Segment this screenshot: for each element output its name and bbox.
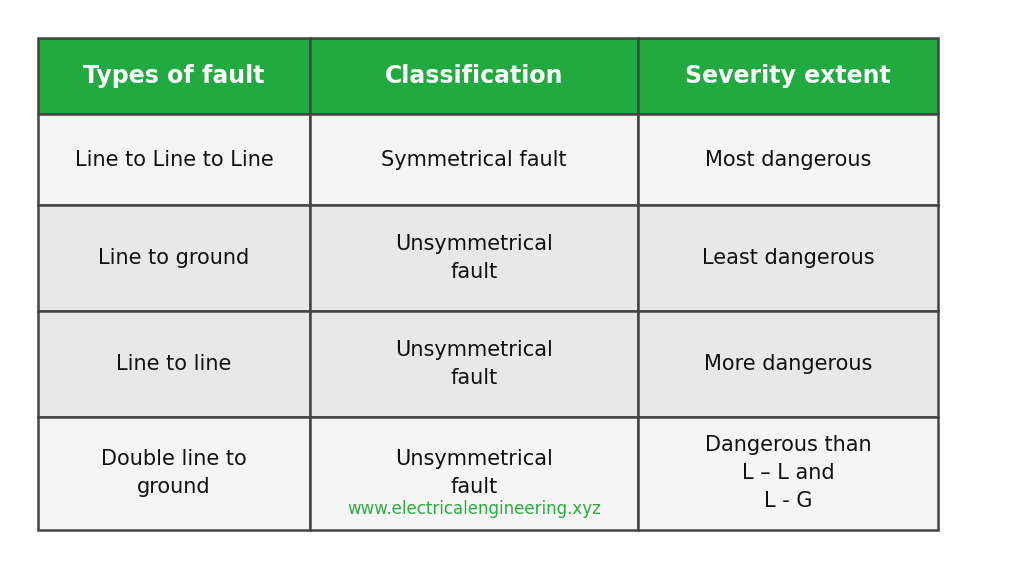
Text: More dangerous: More dangerous — [703, 354, 872, 374]
Text: Unsymmetrical
fault: Unsymmetrical fault — [395, 449, 553, 498]
Text: Least dangerous: Least dangerous — [701, 248, 874, 268]
Bar — [38, 114, 310, 205]
Bar — [38, 417, 310, 530]
Bar — [38, 205, 310, 311]
Bar — [310, 38, 638, 114]
Bar — [638, 38, 938, 114]
Text: Line to ground: Line to ground — [98, 248, 250, 268]
Text: Unsymmetrical
fault: Unsymmetrical fault — [395, 234, 553, 282]
Text: Line to Line to Line: Line to Line to Line — [75, 150, 273, 170]
Text: Most dangerous: Most dangerous — [705, 150, 871, 170]
Text: Dangerous than
L – L and
L - G: Dangerous than L – L and L - G — [705, 436, 871, 511]
Bar — [38, 38, 310, 114]
Text: Severity extent: Severity extent — [685, 64, 891, 88]
Bar — [638, 205, 938, 311]
Text: Double line to
ground: Double line to ground — [101, 449, 247, 498]
Text: Unsymmetrical
fault: Unsymmetrical fault — [395, 340, 553, 388]
Text: Symmetrical fault: Symmetrical fault — [381, 150, 567, 170]
Bar — [310, 205, 638, 311]
Bar — [638, 311, 938, 417]
Text: Classification: Classification — [385, 64, 563, 88]
Bar — [310, 417, 638, 530]
Bar — [38, 311, 310, 417]
Text: Types of fault: Types of fault — [83, 64, 264, 88]
Bar — [638, 114, 938, 205]
Bar — [310, 114, 638, 205]
Bar — [310, 311, 638, 417]
Text: www.electricalengineering.xyz: www.electricalengineering.xyz — [347, 500, 601, 518]
Text: Line to line: Line to line — [116, 354, 231, 374]
Bar — [638, 417, 938, 530]
